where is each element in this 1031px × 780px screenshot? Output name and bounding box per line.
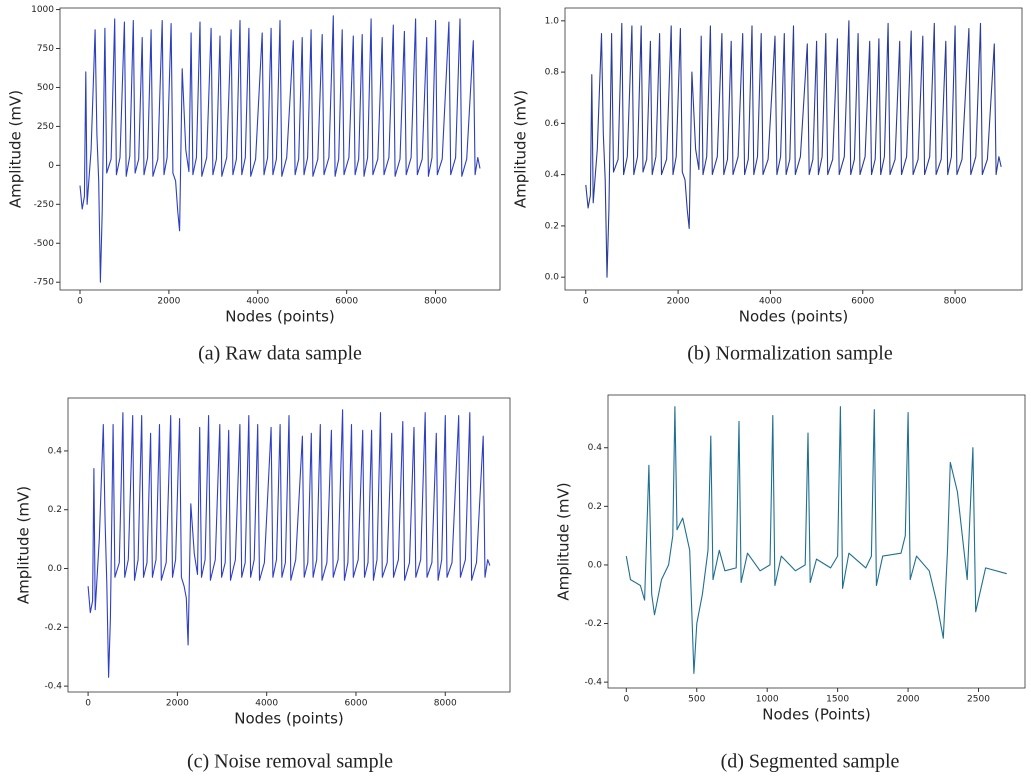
y-axis-label: Amplitude (mV) — [7, 90, 25, 208]
caption: (c) Noise removal sample — [187, 751, 393, 773]
x-tick-label: 2500 — [967, 695, 990, 705]
y-tick-label: 0.8 — [545, 68, 560, 78]
chart-panel: -0.4 -0.2 0.0 0.2 0.4 0 2000 4000 6000 8000 Nodes … — [15, 397, 511, 773]
x-axis-label: Nodes (points) — [225, 308, 335, 326]
signal-line — [87, 409, 491, 678]
x-tick-label: 6000 — [345, 699, 368, 709]
y-tick-label: 0.0 — [588, 560, 603, 570]
y-axis-label: Amplitude (mV) — [15, 486, 33, 604]
x-tick-label: 8000 — [424, 297, 447, 307]
signal-line — [79, 15, 481, 283]
y-tick-label: -500 — [34, 239, 55, 249]
y-tick-label: 1.0 — [545, 16, 560, 26]
x-axis-label: Nodes (Points) — [762, 706, 871, 724]
y-tick-label: 750 — [37, 44, 54, 54]
y-tick-label: -250 — [34, 200, 55, 210]
y-tick-label: -0.2 — [44, 623, 62, 633]
y-tick-label: 0.4 — [588, 443, 603, 453]
y-tick-label: 0.4 — [48, 446, 63, 456]
plot-frame — [67, 397, 511, 693]
y-tick-label: -0.2 — [584, 619, 602, 629]
y-tick-label: -0.4 — [44, 682, 62, 692]
signal-line — [625, 406, 1007, 674]
y-tick-label: -750 — [34, 278, 55, 288]
y-tick-label: -0.4 — [584, 678, 602, 688]
plot-frame — [564, 7, 1023, 291]
y-tick-label: 0.2 — [588, 502, 602, 512]
x-tick-label: 2000 — [897, 695, 920, 705]
chart-panel: -750 -500 -250 0 250 500 750 1000 0 2000 4000 6000 8… — [7, 5, 501, 365]
y-axis-label: Amplitude (mV) — [555, 482, 573, 600]
x-tick-label: 1500 — [826, 695, 849, 705]
x-axis-label: Nodes (points) — [234, 710, 344, 728]
x-tick-label: 4000 — [246, 297, 269, 307]
x-tick-label: 0 — [623, 695, 629, 705]
caption: (a) Raw data sample — [198, 343, 362, 365]
x-tick-label: 6000 — [335, 297, 358, 307]
x-tick-label: 6000 — [851, 297, 874, 307]
x-tick-label: 4000 — [759, 297, 782, 307]
chart-panel: -0.4 -0.2 0.0 0.2 0.4 0 500 1000 1500 2000 2500 Nod… — [555, 394, 1026, 773]
x-tick-label: 4000 — [255, 699, 278, 709]
y-tick-label: 250 — [37, 122, 54, 132]
plot-frame — [607, 394, 1026, 689]
caption: (b) Normalization sample — [687, 343, 893, 365]
x-tick-label: 1000 — [756, 695, 779, 705]
x-tick-label: 0 — [85, 699, 91, 709]
y-tick-label: 0.0 — [545, 273, 560, 283]
signal-line — [585, 20, 1002, 278]
y-tick-label: 0.0 — [48, 564, 63, 574]
x-tick-label: 2000 — [166, 699, 189, 709]
caption: (d) Segmented sample — [721, 751, 900, 773]
y-tick-label: 0 — [48, 161, 54, 171]
y-tick-label: 1000 — [31, 5, 54, 15]
x-axis-label: Nodes (points) — [739, 308, 849, 326]
y-tick-label: 0.4 — [545, 170, 560, 180]
chart-panel: 0.0 0.2 0.4 0.6 0.8 1.0 0 2000 4000 6000 8000 Nodes… — [512, 7, 1023, 365]
y-axis-label: Amplitude (mV) — [512, 90, 530, 208]
x-tick-label: 500 — [688, 695, 705, 705]
plot-frame — [59, 7, 501, 291]
x-tick-label: 8000 — [944, 297, 967, 307]
y-tick-label: 0.2 — [545, 221, 559, 231]
x-tick-label: 0 — [583, 297, 589, 307]
x-tick-label: 0 — [77, 297, 83, 307]
y-tick-label: 500 — [37, 83, 54, 93]
x-tick-label: 2000 — [667, 297, 690, 307]
x-tick-label: 8000 — [434, 699, 457, 709]
y-tick-label: 0.2 — [48, 505, 62, 515]
x-tick-label: 2000 — [157, 297, 180, 307]
y-tick-label: 0.6 — [545, 119, 560, 129]
